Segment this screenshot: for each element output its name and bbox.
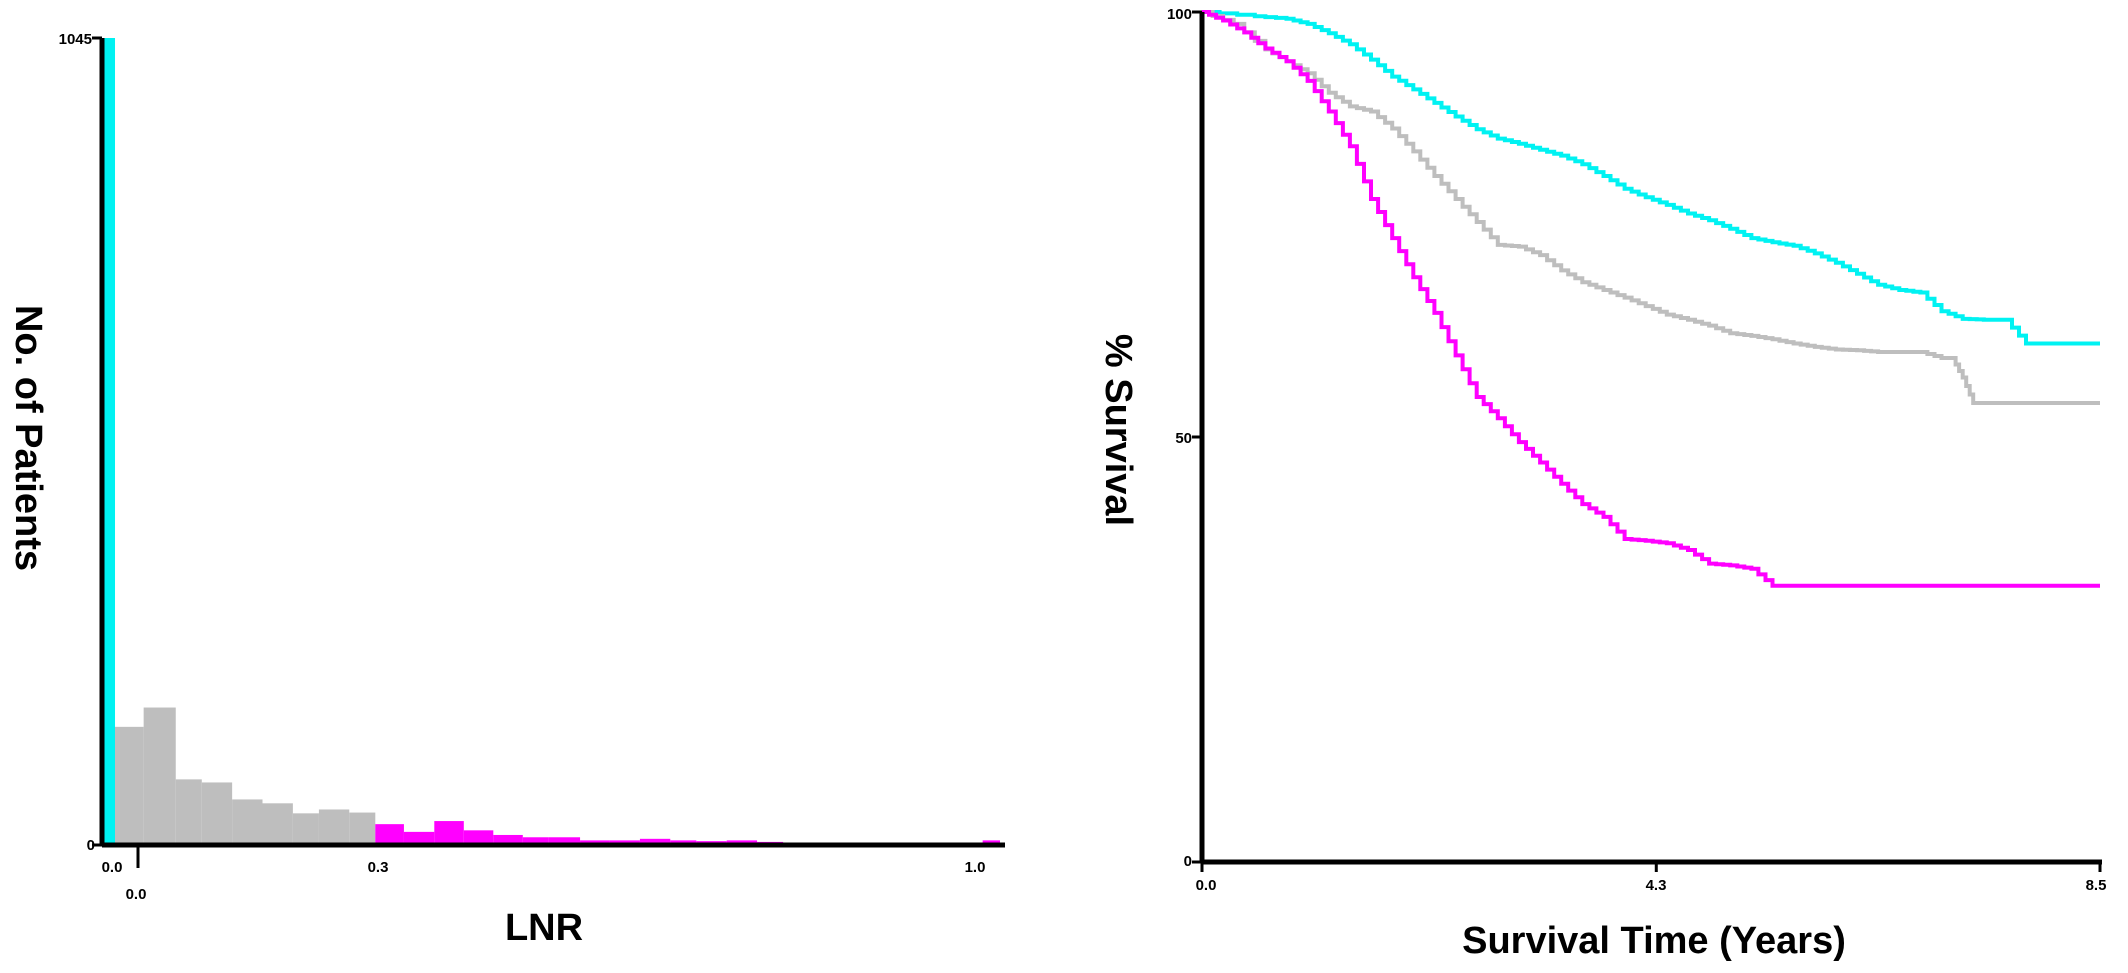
histogram-bar-13	[463, 830, 494, 845]
histogram-bar-6	[262, 803, 293, 845]
histogram-bar-3	[175, 779, 202, 845]
histogram-y-tick-1045: 1045	[59, 31, 92, 48]
histogram-x-tick-0-0-zero-group: 0.0	[126, 886, 147, 903]
histogram-bar-11	[403, 831, 435, 845]
histogram-x-tick-1-0: 1.0	[965, 859, 986, 876]
survival-x-tick-4-3: 4.3	[1646, 877, 1667, 894]
histogram-x-tick-0-0: 0.0	[102, 859, 123, 876]
histogram-x-tick-0-3: 0.3	[368, 859, 389, 876]
histogram-bar-19	[639, 838, 671, 845]
survival-y-tick-50: 50	[1175, 430, 1192, 447]
histogram-bar-7	[292, 813, 319, 845]
histogram-bar-8	[318, 809, 350, 845]
survival-ticks	[1192, 10, 2102, 872]
histogram-bar-0	[102, 38, 116, 845]
histogram-ticks	[92, 36, 102, 847]
survival-curve-1	[1202, 10, 2100, 405]
survival-curve-panel: 100 50 0 0.0 4.3 8.5 Survival Time (Year…	[1097, 6, 2106, 962]
survival-curve-2	[1202, 10, 2100, 588]
histogram-bar-2	[143, 707, 176, 845]
survival-y-tick-0: 0	[1184, 853, 1192, 870]
survival-x-axis-title: Survival Time (Years)	[1462, 920, 1846, 962]
histogram-bar-9	[349, 812, 376, 845]
histogram-bar-1	[115, 726, 144, 845]
lnr-histogram-panel: 1045 0 0.0 0.0 0.3 1.0 LNR No. of Patien…	[7, 31, 1005, 949]
survival-x-tick-8-5: 8.5	[2086, 877, 2107, 894]
histogram-x-axis-title: LNR	[505, 907, 583, 949]
histogram-y-axis-title: No. of Patients	[7, 305, 49, 571]
histogram-bar-4	[201, 782, 233, 845]
histogram-bar-15	[522, 837, 549, 845]
histogram-bar-16	[548, 837, 581, 845]
histogram-bars	[102, 38, 1000, 845]
histogram-bar-5	[232, 799, 263, 845]
histogram-bar-14	[493, 834, 523, 845]
survival-y-tick-100: 100	[1167, 6, 1192, 23]
histogram-bar-12	[434, 821, 464, 845]
survival-y-axis-title: % Survival	[1097, 334, 1139, 526]
histogram-y-tick-0: 0	[87, 837, 95, 854]
survival-x-tick-0-0: 0.0	[1196, 877, 1217, 894]
histogram-bar-10	[375, 824, 404, 845]
survival-curves	[1202, 10, 2100, 588]
survival-curve-0	[1202, 10, 2100, 346]
